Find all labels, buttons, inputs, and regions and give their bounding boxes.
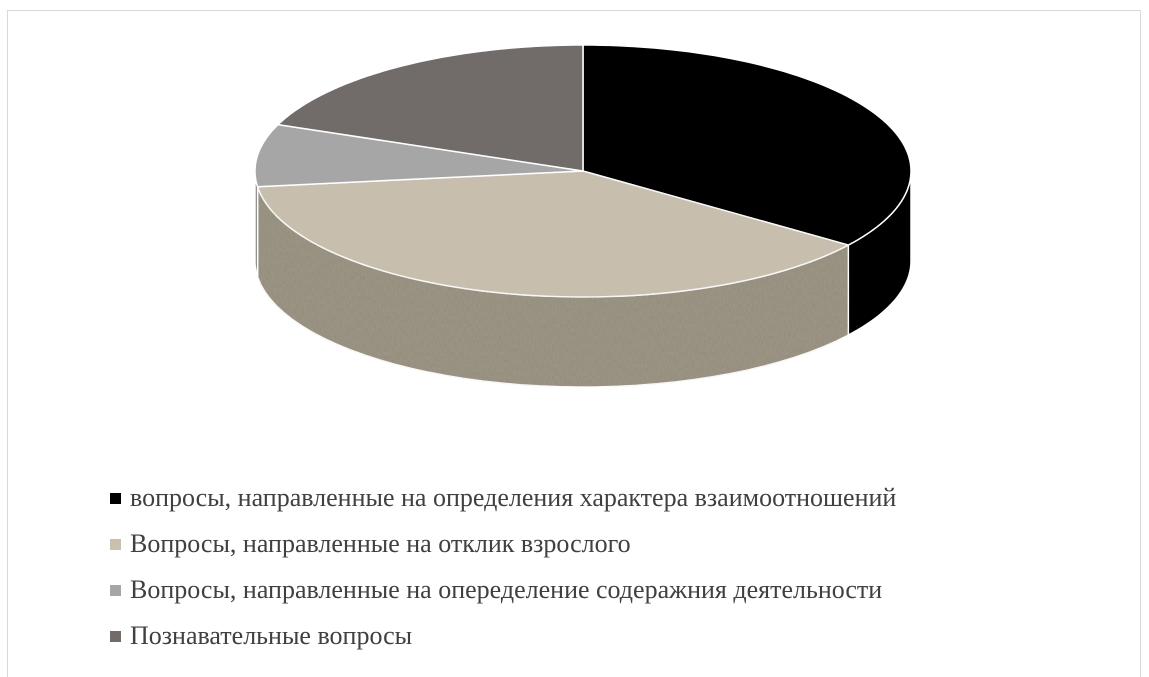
legend-label-1: Вопросы, направленные на отклик взрослог…: [130, 529, 631, 558]
chart-legend: вопросы, направленные на определения хар…: [110, 475, 1110, 659]
legend-item-3: Познавательные вопросы: [110, 613, 1110, 659]
pie-slice-0: [582, 44, 912, 246]
legend-swatch-2: [110, 584, 121, 596]
legend-item-2: Вопросы, направленные на опеределение со…: [110, 567, 1110, 613]
legend-swatch-1: [110, 538, 121, 550]
legend-swatch-3: [110, 630, 121, 642]
legend-swatch-0: [110, 492, 121, 504]
legend-label-0: вопросы, направленные на определения хар…: [130, 483, 897, 512]
legend-label-3: Познавательные вопросы: [130, 621, 413, 650]
pie-chart: [254, 44, 912, 388]
legend-item-1: Вопросы, направленные на отклик взрослог…: [110, 521, 1110, 567]
chart-frame: [7, 10, 1141, 677]
pie-slice-1: [256, 170, 850, 298]
pie-slice-2: [254, 123, 584, 188]
legend-item-0: вопросы, направленные на определения хар…: [110, 475, 1110, 521]
legend-label-2: Вопросы, направленные на опеределение со…: [130, 575, 883, 604]
pie-slice-3: [277, 44, 584, 172]
